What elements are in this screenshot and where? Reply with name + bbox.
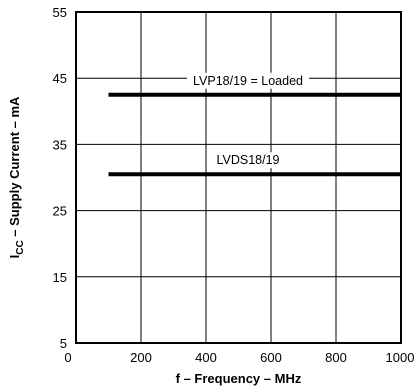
x-tick-label: 400 bbox=[195, 350, 217, 365]
y-tick-label: 5 bbox=[60, 336, 67, 351]
series-label: LVP18/19 = Loaded bbox=[193, 74, 303, 88]
series-label: LVDS18/19 bbox=[216, 153, 279, 167]
series-labels: LVP18/19 = Loaded LVDS18/19 bbox=[187, 72, 310, 169]
y-tick-label: 25 bbox=[53, 204, 67, 219]
y-tick-label: 15 bbox=[53, 270, 67, 285]
x-axis-title: f – Frequency – MHz bbox=[176, 371, 302, 386]
grid-lines bbox=[76, 12, 401, 343]
y-axis-title: ICC – Supply Current – mA bbox=[7, 96, 26, 258]
y-axis-title-prefix: I bbox=[7, 255, 22, 259]
y-tick-label: 55 bbox=[53, 5, 67, 20]
y-tick-labels: 5 15 25 35 45 55 bbox=[53, 5, 67, 351]
series-label-background bbox=[187, 72, 310, 89]
series-label-background bbox=[210, 152, 286, 169]
y-tick-label: 45 bbox=[53, 71, 67, 86]
x-tick-label: 200 bbox=[130, 350, 152, 365]
x-tick-label: 0 bbox=[64, 350, 71, 365]
x-tick-labels: 0 200 400 600 800 1000 bbox=[64, 350, 414, 365]
x-tick-label: 600 bbox=[260, 350, 282, 365]
x-tick-label: 800 bbox=[325, 350, 347, 365]
plot-frame bbox=[75, 11, 402, 344]
y-axis-title-rest: – Supply Current – mA bbox=[7, 96, 22, 240]
series-lines bbox=[108, 92, 401, 177]
y-axis-title-subscript: CC bbox=[15, 240, 26, 254]
x-tick-label: 1000 bbox=[386, 350, 415, 365]
y-tick-label: 35 bbox=[53, 137, 67, 152]
